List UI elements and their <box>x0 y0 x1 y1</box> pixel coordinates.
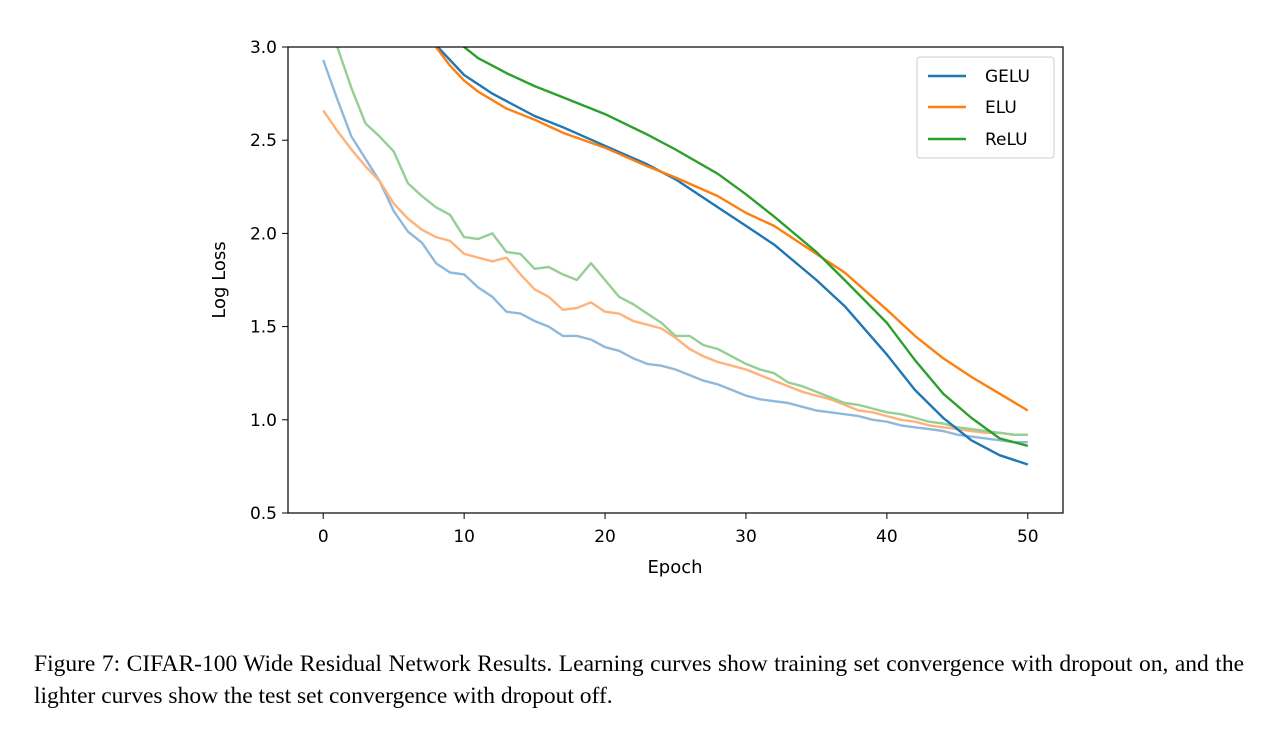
y-tick-label: 1.0 <box>250 411 277 431</box>
y-tick-label: 1.5 <box>250 318 277 338</box>
legend-label-gelu: GELU <box>985 67 1030 87</box>
x-axis-label: Epoch <box>647 557 702 578</box>
x-tick-label: 0 <box>318 527 329 547</box>
x-tick-label: 30 <box>735 527 757 547</box>
series-layer <box>322 47 1029 466</box>
line-chart: 0 10 20 30 40 50 0.5 1.0 1.5 2.0 2.5 3.0 Epoch Log … <box>209 38 1064 578</box>
y-tick-label: 3.0 <box>250 38 277 58</box>
series-line-elu-train <box>434 47 1029 412</box>
figure-caption: Figure 7: CIFAR-100 Wide Residual Networ… <box>34 651 1244 709</box>
series-line-relu-train <box>462 47 1029 448</box>
plot-frame <box>287 46 1064 514</box>
series-line-gelu-train <box>436 47 1029 466</box>
legend-label-relu: ReLU <box>985 130 1028 150</box>
y-tick-label: 2.5 <box>250 131 277 151</box>
x-tick-label: 20 <box>594 527 616 547</box>
x-tick-label: 40 <box>876 527 898 547</box>
x-tick-label: 10 <box>453 527 475 547</box>
series-line-elu-test <box>322 109 1028 436</box>
series-line-gelu-test <box>322 59 1028 444</box>
legend: GELU ELU ReLU <box>916 56 1055 159</box>
series-line-relu-test <box>336 47 1028 436</box>
y-tick-label: 0.5 <box>250 504 277 524</box>
axis-ticks: 0 10 20 30 40 50 0.5 1.0 1.5 2.0 2.5 3.0 <box>250 38 1039 547</box>
y-tick-label: 2.0 <box>250 224 277 244</box>
y-axis-label: Log Loss <box>209 241 230 318</box>
x-tick-label: 50 <box>1017 527 1039 547</box>
legend-label-elu: ELU <box>985 98 1017 118</box>
legend-box <box>916 56 1055 159</box>
